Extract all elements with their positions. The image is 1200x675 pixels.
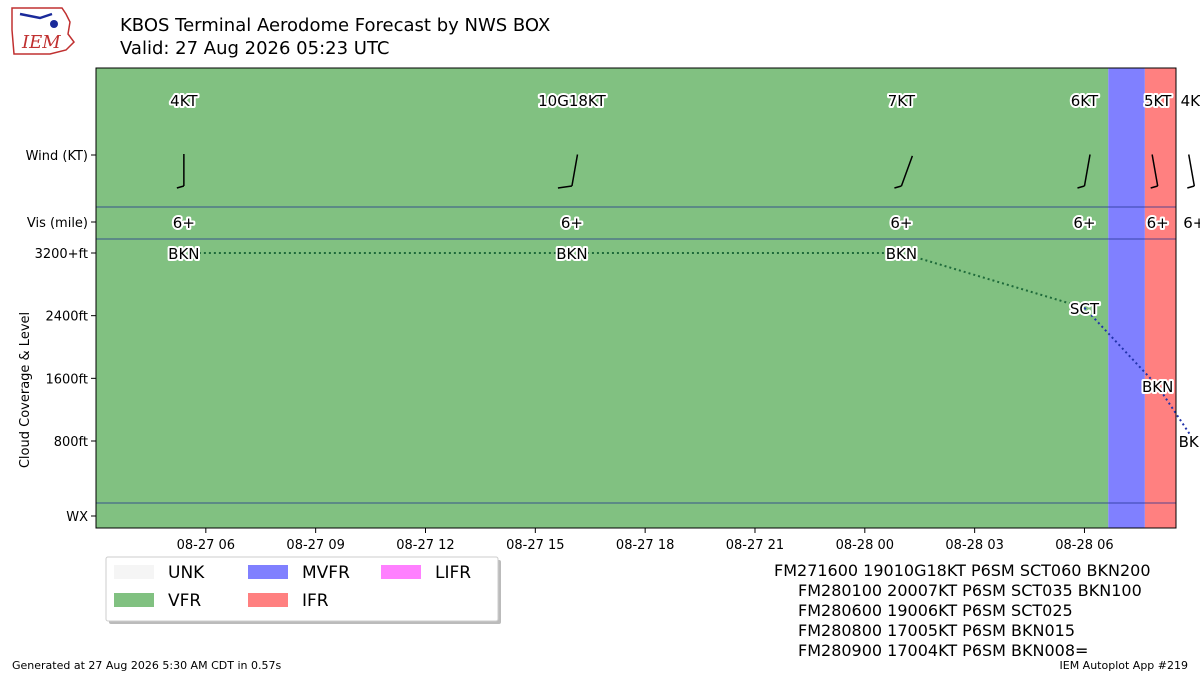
legend-label: UNK — [168, 563, 205, 583]
visibility-label: 6+ — [1073, 214, 1095, 232]
legend-swatch-mvfr — [248, 565, 288, 579]
x-tick-label: 08-27 21 — [726, 538, 784, 553]
band-mvfr — [1108, 68, 1145, 528]
cloud-coverage-label: BKN — [1142, 378, 1173, 396]
wind-speed-label: 4KT — [170, 92, 198, 110]
wind-barb-flag — [1187, 185, 1195, 189]
y-tick-label: 2400ft — [45, 310, 88, 325]
wind-barb-flag — [176, 185, 185, 189]
taf-line: FM280600 19006KT P6SM SCT025 — [798, 601, 1073, 620]
cloud-level-lines — [183, 252, 1196, 442]
cloud-coverage-label: BKN — [556, 245, 587, 263]
x-tick-label: 08-27 06 — [177, 538, 235, 553]
legend-label: LIFR — [435, 563, 471, 583]
y-tick-label: 800ft — [54, 435, 88, 450]
legend: UNK VFR MVFR IFR LIFR — [105, 556, 501, 624]
x-tick-label: 08-27 12 — [396, 538, 454, 553]
wind-barb-staff — [571, 154, 579, 187]
cloud-coverage-label: BKN — [886, 245, 917, 263]
row-dividers — [96, 206, 1176, 504]
y-tick-label: 1600ft — [45, 372, 88, 387]
visibility-label: 6+ — [173, 214, 195, 232]
chart-subtitle: Valid: 27 Aug 2026 05:23 UTC — [120, 38, 389, 59]
taf-line: FM280800 17005KT P6SM BKN015 — [798, 621, 1075, 640]
wind-barb-staff — [900, 155, 914, 187]
wind-barb-staff — [1188, 154, 1196, 187]
y-axis-title: Cloud Coverage & Level — [18, 312, 33, 468]
taf-line: FM271600 19010G18KT P6SM SCT060 BKN200 — [774, 561, 1151, 580]
visibility-label: 6+ — [1147, 214, 1169, 232]
legend-swatch-unk — [114, 565, 154, 579]
x-tick-label: 08-28 06 — [1055, 538, 1113, 553]
wind-barb-flag — [557, 185, 573, 189]
x-tick-label: 08-27 09 — [286, 538, 344, 553]
wind-barb-flag — [1150, 185, 1158, 189]
footer-right: IEM Autoplot App #219 — [1060, 659, 1189, 672]
wind-barb-flag — [894, 185, 902, 189]
wind-speed-label: 10G18KT — [538, 92, 606, 110]
y-tick-label: 3200+ft — [35, 247, 88, 262]
y-axis: Wind (KT) Vis (mile) 3200+ft 2400ft 1600ft 80… — [26, 149, 96, 525]
x-tick-label: 08-27 15 — [506, 538, 564, 553]
y-tick-label: WX — [66, 510, 88, 525]
logo-text: IEM — [21, 32, 61, 53]
wind-barb-staff — [1151, 154, 1159, 187]
taf-line: FM280100 20007KT P6SM SCT035 BKN100 — [798, 581, 1142, 600]
cloud-line-segment — [1156, 385, 1196, 442]
y-tick-label: Wind (KT) — [26, 149, 88, 164]
wind-speed-label: 5KT — [1144, 92, 1172, 110]
taf-text: FM271600 19010G18KT P6SM SCT060 BKN200FM… — [774, 561, 1151, 660]
wind-speed-label: 4KT — [1181, 92, 1200, 110]
legend-swatch-ifr — [248, 593, 288, 607]
wind-barb-staff — [1083, 154, 1091, 187]
footer-left: Generated at 27 Aug 2026 5:30 AM CDT in … — [12, 659, 281, 672]
legend-label: VFR — [168, 591, 201, 611]
wind-barb-flag — [1077, 185, 1085, 189]
visibility-label: 6+ — [890, 214, 912, 232]
legend-swatch-vfr — [114, 593, 154, 607]
x-tick-label: 08-28 03 — [945, 538, 1003, 553]
forecast-labels: 4KT 6+ BKN 10G18KT 6+ BKN 7KT 6+ BKN 6KT 6+ SCT 5KT 6… — [166, 90, 1200, 453]
plot-frame — [95, 67, 1177, 529]
wind-barbs — [176, 154, 1196, 189]
cloud-coverage-label: BKN — [1179, 433, 1200, 451]
band-vfr — [96, 68, 1109, 528]
flight-category-bands — [96, 68, 1176, 528]
y-tick-label: Vis (mile) — [27, 216, 88, 231]
taf-line: FM280900 17004KT P6SM BKN008= — [798, 641, 1088, 660]
cloud-line-segment — [901, 252, 1085, 309]
chart-title: KBOS Terminal Aerodome Forecast by NWS B… — [120, 15, 550, 36]
x-tick-label: 08-28 00 — [836, 538, 894, 553]
legend-label: IFR — [302, 591, 329, 611]
x-axis: 08-27 06 08-27 09 08-27 12 08-27 15 08-27 18… — [177, 528, 1114, 553]
band-ifr — [1144, 68, 1176, 528]
iem-logo: IEM — [11, 7, 75, 55]
legend-label: MVFR — [302, 563, 350, 583]
legend-swatch-lifr — [381, 565, 421, 579]
cloud-coverage-label: BKN — [168, 245, 199, 263]
x-tick-label: 08-27 18 — [616, 538, 674, 553]
visibility-label: 6+ — [1183, 214, 1200, 232]
wind-speed-label: 6KT — [1071, 92, 1099, 110]
visibility-label: 6+ — [561, 214, 583, 232]
cloud-coverage-label: SCT — [1070, 300, 1100, 318]
wind-speed-label: 7KT — [888, 92, 916, 110]
